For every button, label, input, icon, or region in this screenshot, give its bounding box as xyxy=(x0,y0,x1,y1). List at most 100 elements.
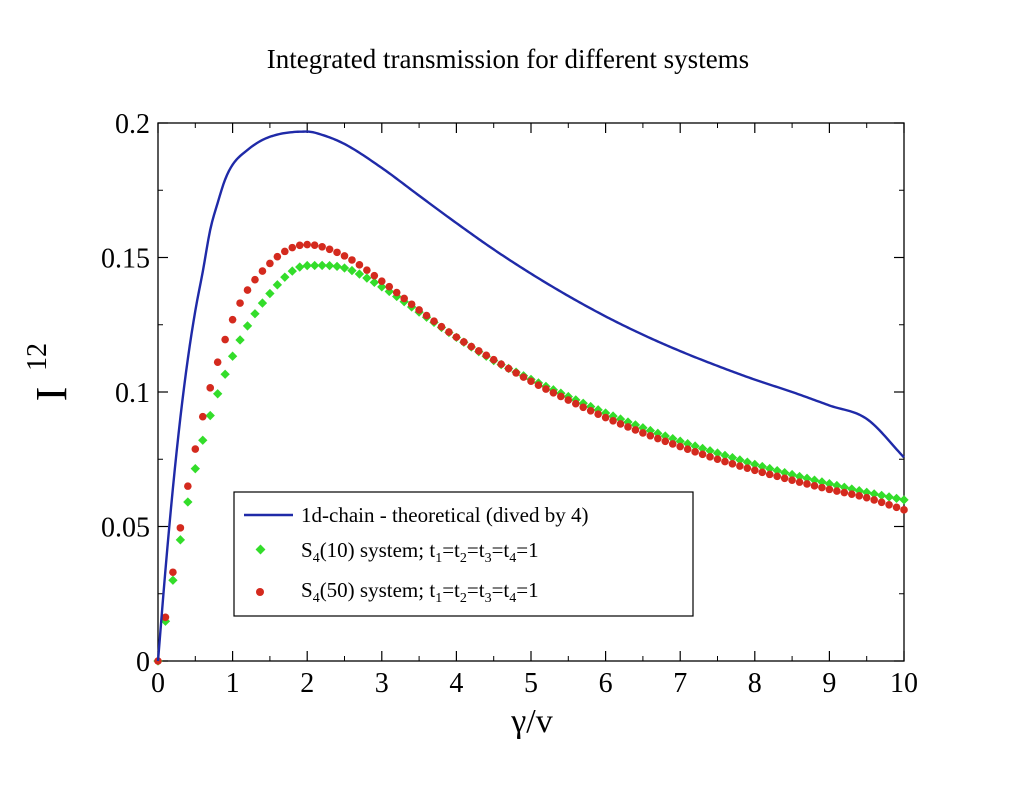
circle-marker xyxy=(534,381,543,389)
y-tick-label: 0.1 xyxy=(115,378,150,409)
circle-marker xyxy=(176,524,185,532)
circle-marker xyxy=(557,392,565,401)
x-axis-label: γ/v xyxy=(510,703,552,740)
diamond-marker xyxy=(675,436,685,446)
circle-marker xyxy=(616,420,625,428)
diamond-marker xyxy=(309,260,320,271)
circle-marker xyxy=(579,403,588,412)
circle-marker xyxy=(586,406,595,415)
circle-marker xyxy=(497,360,505,368)
circle-marker xyxy=(885,500,893,509)
circle-marker xyxy=(743,464,752,472)
circle-marker xyxy=(392,288,401,297)
circle-marker xyxy=(236,299,244,307)
circle-marker xyxy=(340,252,349,260)
legend-circle-swatch xyxy=(256,588,264,596)
circle-marker xyxy=(564,396,573,404)
x-tick-label: 9 xyxy=(822,668,836,699)
circle-marker xyxy=(482,351,491,360)
circle-marker xyxy=(721,457,729,466)
circle-marker xyxy=(161,613,170,622)
circle-marker xyxy=(251,275,259,284)
circle-marker xyxy=(325,245,334,254)
diamond-marker xyxy=(891,493,902,504)
diamond-marker xyxy=(884,492,894,502)
diamond-marker xyxy=(809,475,820,485)
circle-marker xyxy=(258,267,267,275)
circle-marker xyxy=(467,342,476,351)
diamond-marker xyxy=(727,453,738,463)
diamond-marker xyxy=(250,309,260,319)
circle-marker xyxy=(646,431,655,440)
circle-marker xyxy=(661,437,670,446)
x-tick-label: 7 xyxy=(673,668,687,699)
circle-marker xyxy=(281,247,289,256)
circle-marker xyxy=(191,445,200,453)
x-tick-label: 10 xyxy=(890,668,918,699)
diamond-marker xyxy=(377,282,387,292)
x-tick-label: 5 xyxy=(524,668,538,699)
series-s4-50 xyxy=(154,240,908,665)
circle-marker xyxy=(698,450,707,459)
circle-marker xyxy=(206,384,215,392)
circle-marker xyxy=(833,487,841,495)
circle-marker xyxy=(430,317,438,325)
circle-marker xyxy=(609,416,617,425)
legend-label-s10: S4(10) system; t1=t2=t3=t4=1 xyxy=(301,538,539,566)
diamond-marker xyxy=(772,465,782,476)
circle-marker xyxy=(810,482,819,490)
circle-marker xyxy=(415,306,423,314)
x-tick-label: 8 xyxy=(748,668,762,699)
circle-marker xyxy=(542,385,550,393)
diamond-marker xyxy=(190,463,200,474)
diamond-marker xyxy=(198,435,208,445)
circle-marker xyxy=(310,241,319,249)
circle-marker xyxy=(870,496,878,504)
diamond-marker xyxy=(287,266,297,276)
circle-marker xyxy=(773,472,781,481)
circle-marker xyxy=(713,455,722,464)
diamond-marker xyxy=(824,479,835,489)
diamond-marker xyxy=(227,351,238,361)
circle-marker xyxy=(594,410,602,419)
circle-marker xyxy=(504,364,513,373)
circle-marker xyxy=(318,243,326,251)
diamond-marker xyxy=(899,495,909,505)
legend-label-theoretical: 1d-chain - theoretical (dived by 4) xyxy=(301,503,588,527)
circle-marker xyxy=(407,300,416,309)
x-axis-ticks: 0 1 2 3 4 5 6 7 8 9 10 xyxy=(151,123,918,699)
circle-marker xyxy=(818,483,826,492)
circle-marker xyxy=(683,445,692,454)
circle-marker xyxy=(631,426,640,434)
circle-marker xyxy=(370,271,379,280)
circle-marker xyxy=(184,482,192,490)
diamond-marker xyxy=(354,269,365,279)
diamond-marker xyxy=(324,260,335,271)
diamond-marker xyxy=(332,261,342,272)
diamond-marker xyxy=(205,410,215,421)
circle-marker xyxy=(474,347,483,355)
diamond-marker xyxy=(369,277,380,288)
circle-marker xyxy=(639,429,647,437)
y-tick-label: 0 xyxy=(136,647,150,678)
circle-marker xyxy=(691,448,699,456)
legend-label-s50: S4(50) system; t1=t2=t3=t4=1 xyxy=(301,578,539,606)
circle-marker xyxy=(228,315,237,324)
diamond-marker xyxy=(272,280,283,290)
x-tick-label: 4 xyxy=(449,668,463,699)
diamond-marker xyxy=(362,273,372,283)
y-tick-label: 0.05 xyxy=(101,513,150,544)
circle-marker xyxy=(601,413,610,422)
diamond-marker xyxy=(339,263,350,273)
circle-marker xyxy=(803,480,811,488)
diamond-marker xyxy=(295,262,305,272)
circle-marker xyxy=(840,488,849,497)
circle-marker xyxy=(780,474,789,483)
diamond-marker xyxy=(697,443,708,454)
diamond-marker xyxy=(257,298,268,308)
circle-marker xyxy=(758,468,767,477)
circle-marker xyxy=(445,328,453,336)
circle-marker xyxy=(355,261,364,269)
circle-marker xyxy=(877,498,886,507)
